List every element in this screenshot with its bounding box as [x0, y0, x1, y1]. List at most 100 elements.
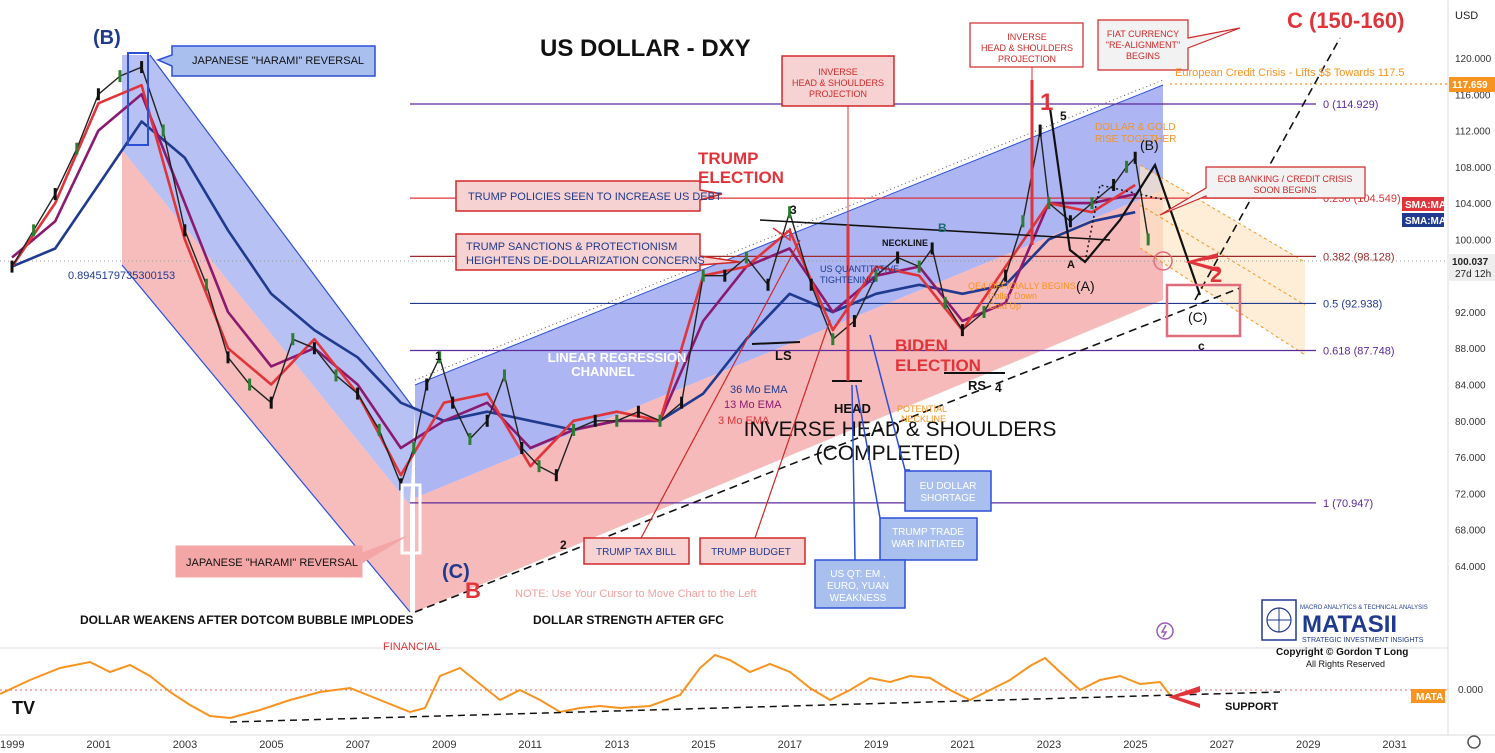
- fiat-currency-line1: FIAT CURRENCY: [1107, 29, 1179, 39]
- oscillator-line: [0, 653, 1171, 720]
- price-candle: [572, 423, 576, 436]
- harami-top-text: JAPANESE "HARAMI" REVERSAL: [192, 55, 364, 67]
- x-tick-label: 2029: [1296, 739, 1320, 751]
- price-scale[interactable]: [1448, 0, 1495, 753]
- trump-budget-text: TRUMP BUDGET: [711, 547, 791, 558]
- oscillator-arrow: [1168, 686, 1200, 708]
- ihs-projection-1-callout: [781, 55, 895, 107]
- projection-channel-bottom: [1139, 247, 1306, 356]
- elliott-wave-dotted: [1084, 184, 1166, 263]
- trump-trade-line2: WAR INITIATED: [891, 539, 964, 550]
- price-candle: [96, 88, 100, 101]
- oscillator-scale-label: 0.000: [1458, 685, 1483, 696]
- price-candle: [502, 369, 506, 382]
- price-candle: [1090, 197, 1094, 210]
- x-tick-label: 2005: [259, 739, 283, 751]
- wave-2-big: 2: [1210, 262, 1222, 287]
- price-candle: [248, 378, 252, 391]
- price-candle: [744, 251, 748, 264]
- projection-channel: [1140, 165, 1305, 355]
- ihs-projection-2-line1: INVERSE: [1007, 32, 1047, 42]
- oscillator-badge-text: MATA: [1416, 692, 1443, 703]
- price-candle: [809, 278, 813, 291]
- price-candle: [1004, 269, 1008, 282]
- price-candle: [658, 414, 662, 427]
- qe4-line3: Gold Up: [988, 301, 1021, 311]
- euro-credit-label: European Credit Crisis - Lifts $$ Toward…: [1175, 67, 1404, 79]
- price-candle: [32, 224, 36, 237]
- target-zone-box: [1165, 283, 1242, 338]
- oscillator-badge: [1411, 689, 1445, 703]
- price-candle: [766, 278, 770, 291]
- trump-budget-pointer: [754, 319, 831, 539]
- trump-tax-pointer: [639, 239, 801, 541]
- neckline-label: NECKLINE: [882, 238, 928, 248]
- settings-gear-icon[interactable]: [1467, 735, 1481, 749]
- ema-3-label: 3 Mo EMA: [718, 415, 770, 427]
- price-candle: [852, 315, 856, 328]
- wave-b-top-label: (B): [93, 27, 121, 49]
- x-tick-label: 2017: [778, 739, 802, 751]
- price-candle: [204, 278, 208, 291]
- logo-frame-icon: [1261, 599, 1297, 641]
- harami-bottom-box: [400, 483, 422, 555]
- eu-dollar-line2: SHORTAGE: [920, 493, 976, 504]
- sma-badge-red: [1402, 197, 1444, 211]
- price-candle: [554, 469, 558, 482]
- us-qt-em-line3: WEAKNESS: [830, 593, 887, 604]
- biden-election-line1: BIDEN: [895, 336, 948, 355]
- price-badge-current-sub: 27d 12h: [1455, 269, 1491, 280]
- potential-neckline-line2: NECKLINE: [901, 414, 946, 424]
- y-tick-label: 64.000: [1455, 562, 1486, 573]
- ecb-banking-callout: [1159, 166, 1366, 216]
- price-candle: [1038, 124, 1042, 137]
- eu-dollar-line1: EU DOLLAR: [920, 481, 977, 492]
- price-candle: [896, 251, 900, 264]
- trump-sanctions-callout: [455, 233, 741, 271]
- price-candle: [468, 432, 472, 445]
- current-price-arrow: [1185, 253, 1218, 272]
- wave-b-2008-label: B: [465, 578, 481, 603]
- lightning-icon[interactable]: [1156, 622, 1174, 640]
- y-tick-label: 80.000: [1455, 417, 1486, 428]
- price-candle: [75, 142, 79, 155]
- regression-channel-lower: [415, 190, 1163, 612]
- sma-badge-blue-text: SMA:MA: [1405, 216, 1446, 227]
- price-candle: [831, 333, 835, 346]
- projection-channel-mid: [1139, 204, 1306, 306]
- price-candle: [118, 70, 122, 83]
- price-candle: [53, 188, 57, 201]
- price-candle: [451, 396, 455, 409]
- x-axis-ticks: 1999 2001 2003 2005 2007 2009 2011 2013 2015 2017…: [0, 739, 1407, 751]
- ihs-projection-1-line3: PROJECTION: [809, 89, 867, 99]
- x-tick-label: 2015: [691, 739, 715, 751]
- trump-election-pointer: [772, 227, 791, 242]
- price-badge-current: [1449, 254, 1495, 281]
- logo-copyright: Copyright © Gordon T Long: [1276, 647, 1408, 658]
- price-candle: [1125, 160, 1129, 173]
- price-candle: [982, 305, 986, 318]
- ema-36-label: 36 Mo EMA: [730, 384, 788, 396]
- x-tick-label: 2023: [1037, 739, 1061, 751]
- ema-13-label: 13 Mo EMA: [724, 399, 782, 411]
- ecb-banking-line1: ECB BANKING / CREDIT CRISIS: [1218, 174, 1353, 184]
- price-candle: [269, 396, 273, 409]
- wave-c-small-label: c: [1198, 339, 1205, 353]
- potential-neckline-line1: POTENTIAL: [897, 404, 947, 414]
- x-tick-label: 2027: [1210, 739, 1234, 751]
- trump-budget-callout: [699, 537, 806, 565]
- price-candle: [183, 224, 187, 237]
- trump-trade-callout: [879, 517, 978, 561]
- ihs-completed-line2: (COMPLETED): [816, 442, 961, 465]
- x-tick-label: 2009: [432, 739, 456, 751]
- y-tick-label: 84.000: [1455, 381, 1486, 392]
- qe4-line1: QE4 OFFICIALLY BEGINS: [968, 281, 1076, 291]
- ihs-projection-2-line3: PROJECTION: [998, 54, 1056, 64]
- dollar-weakens-text: DOLLAR WEAKENS AFTER DOTCOM BUBBLE IMPLO…: [80, 613, 414, 627]
- price-candle: [312, 342, 316, 355]
- y-tick-label: 100.000: [1455, 235, 1492, 246]
- neckline-line: [759, 219, 1111, 241]
- series-layer: [10, 61, 1150, 491]
- sma-badge-red-text: SMA:MA: [1405, 200, 1446, 211]
